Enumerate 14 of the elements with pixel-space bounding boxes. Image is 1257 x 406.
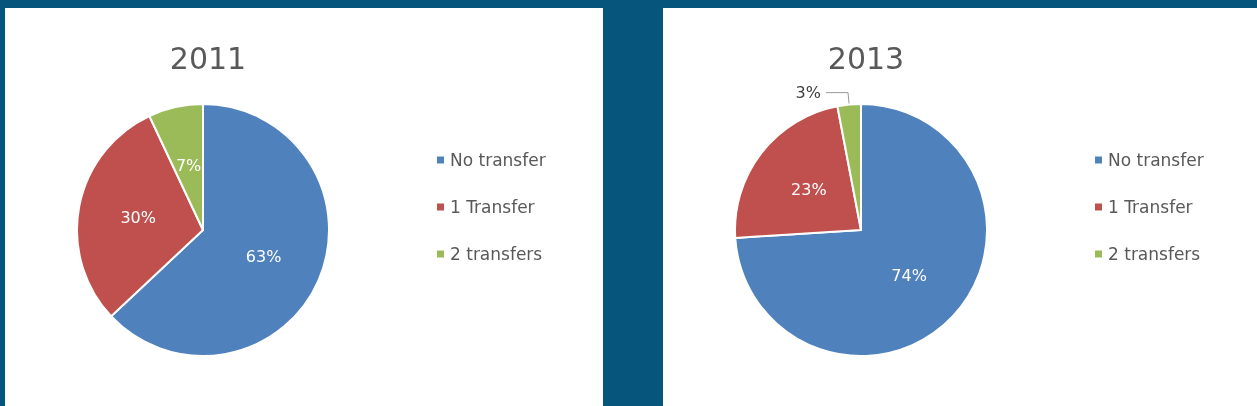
data-label: 3% [795, 83, 822, 103]
data-label: 63% [245, 246, 282, 266]
legend-label: 1 Transfer [1108, 197, 1193, 217]
legend-label: 2 transfers [1108, 244, 1201, 264]
chart-title: 2011 [169, 40, 247, 76]
data-label: 74% [891, 265, 927, 285]
data-label: 23% [791, 180, 827, 200]
legend-label: No transfer [1108, 150, 1204, 170]
legend-label: No transfer [450, 150, 546, 170]
chart-title: 2013 [827, 40, 905, 76]
legend-label: 2 transfers [450, 244, 543, 264]
data-label: 7% [175, 156, 202, 176]
legend-label: 1 Transfer [450, 197, 535, 217]
data-label: 30% [120, 208, 156, 228]
